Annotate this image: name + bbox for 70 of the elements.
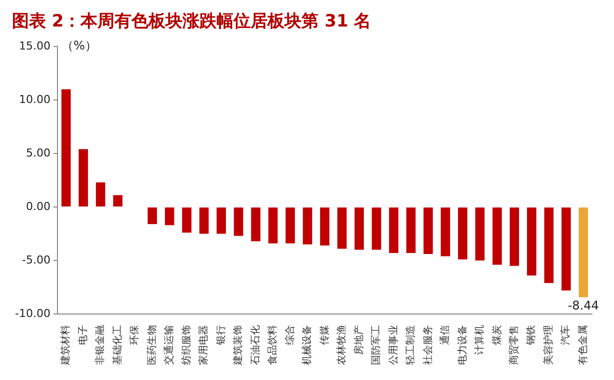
x-tick-label: 建筑材料 xyxy=(60,325,72,366)
x-tick-label: 电子 xyxy=(76,325,89,345)
x-tick-label: 社会服务 xyxy=(422,325,434,365)
bar xyxy=(406,207,416,253)
bar xyxy=(337,207,347,249)
x-tick-label: 通信 xyxy=(439,325,452,345)
bar xyxy=(424,207,433,254)
x-tick-label: 银行 xyxy=(216,325,227,346)
bar xyxy=(78,149,88,206)
x-tick-label: 国防军工 xyxy=(370,325,382,365)
bar xyxy=(234,207,244,236)
x-tick-label: 交通运输 xyxy=(163,325,176,365)
bar xyxy=(475,207,485,260)
bar xyxy=(492,207,502,265)
x-tick-label: 纺织服饰 xyxy=(180,325,192,365)
bar xyxy=(148,207,157,224)
bar xyxy=(182,207,192,233)
x-tick-label: 建筑装饰 xyxy=(232,325,244,366)
y-tick-label: 5.00 xyxy=(26,146,50,160)
bar xyxy=(510,207,520,266)
x-tick-label: 煤炭 xyxy=(490,325,503,345)
y-tick-label: 0.00 xyxy=(26,200,50,213)
x-tick-label: 农林牧渔 xyxy=(336,325,348,365)
bar xyxy=(286,207,295,244)
x-tick-label: 商贸零售 xyxy=(508,325,520,365)
bar xyxy=(320,207,330,246)
bar xyxy=(578,207,588,298)
x-tick-label: 公用事业 xyxy=(387,325,400,365)
x-tick-label: 医药生物 xyxy=(146,325,158,365)
chart-title: 图表 2：本周有色板块涨跌幅位居板块第 31 名 xyxy=(12,12,372,32)
bar xyxy=(302,207,312,244)
x-tick-label: 有色金属 xyxy=(576,325,589,365)
x-tick-label: 非银金融 xyxy=(94,325,106,365)
x-tick-label: 食品饮料 xyxy=(266,325,279,365)
x-tick-label: 传媒 xyxy=(319,325,330,345)
bar xyxy=(354,207,364,250)
bar xyxy=(96,182,106,206)
y-tick-label: -10.00 xyxy=(14,306,50,320)
bar xyxy=(164,207,174,226)
bar xyxy=(61,89,71,206)
bar xyxy=(216,207,226,234)
bar xyxy=(458,207,468,260)
x-tick-label: 电力设备 xyxy=(456,325,468,365)
bar xyxy=(526,207,536,276)
x-tick-label: 家用电器 xyxy=(198,325,210,365)
x-tick-label: 计算机 xyxy=(474,325,486,355)
y-tick-label: 15.00 xyxy=(18,39,50,52)
bar xyxy=(113,195,122,206)
bar xyxy=(372,207,382,250)
x-tick-label: 美容护理 xyxy=(542,325,554,365)
y-tick-label: -5.00 xyxy=(22,253,50,266)
data-label: -8.44 xyxy=(568,298,599,312)
x-tick-label: 基础化工 xyxy=(111,325,124,365)
bar xyxy=(389,207,398,253)
x-tick-label: 汽车 xyxy=(560,325,572,345)
bar xyxy=(268,207,278,244)
x-tick-label: 轻工制造 xyxy=(404,325,417,365)
x-tick-label: 石油石化 xyxy=(249,325,262,365)
x-tick-label: 综合 xyxy=(284,325,296,345)
x-tick-label: 机械设备 xyxy=(301,325,314,365)
bar xyxy=(440,207,450,256)
x-tick-label: 环保 xyxy=(130,325,141,345)
x-tick-label: 房地产 xyxy=(352,325,365,355)
bar xyxy=(561,207,571,290)
bar xyxy=(544,207,554,283)
x-tick-label: 钢铁 xyxy=(525,325,538,346)
bar xyxy=(251,207,260,242)
y-axis-title: （%） xyxy=(61,38,97,53)
bar xyxy=(199,207,209,234)
y-tick-label: 10.00 xyxy=(18,92,50,106)
